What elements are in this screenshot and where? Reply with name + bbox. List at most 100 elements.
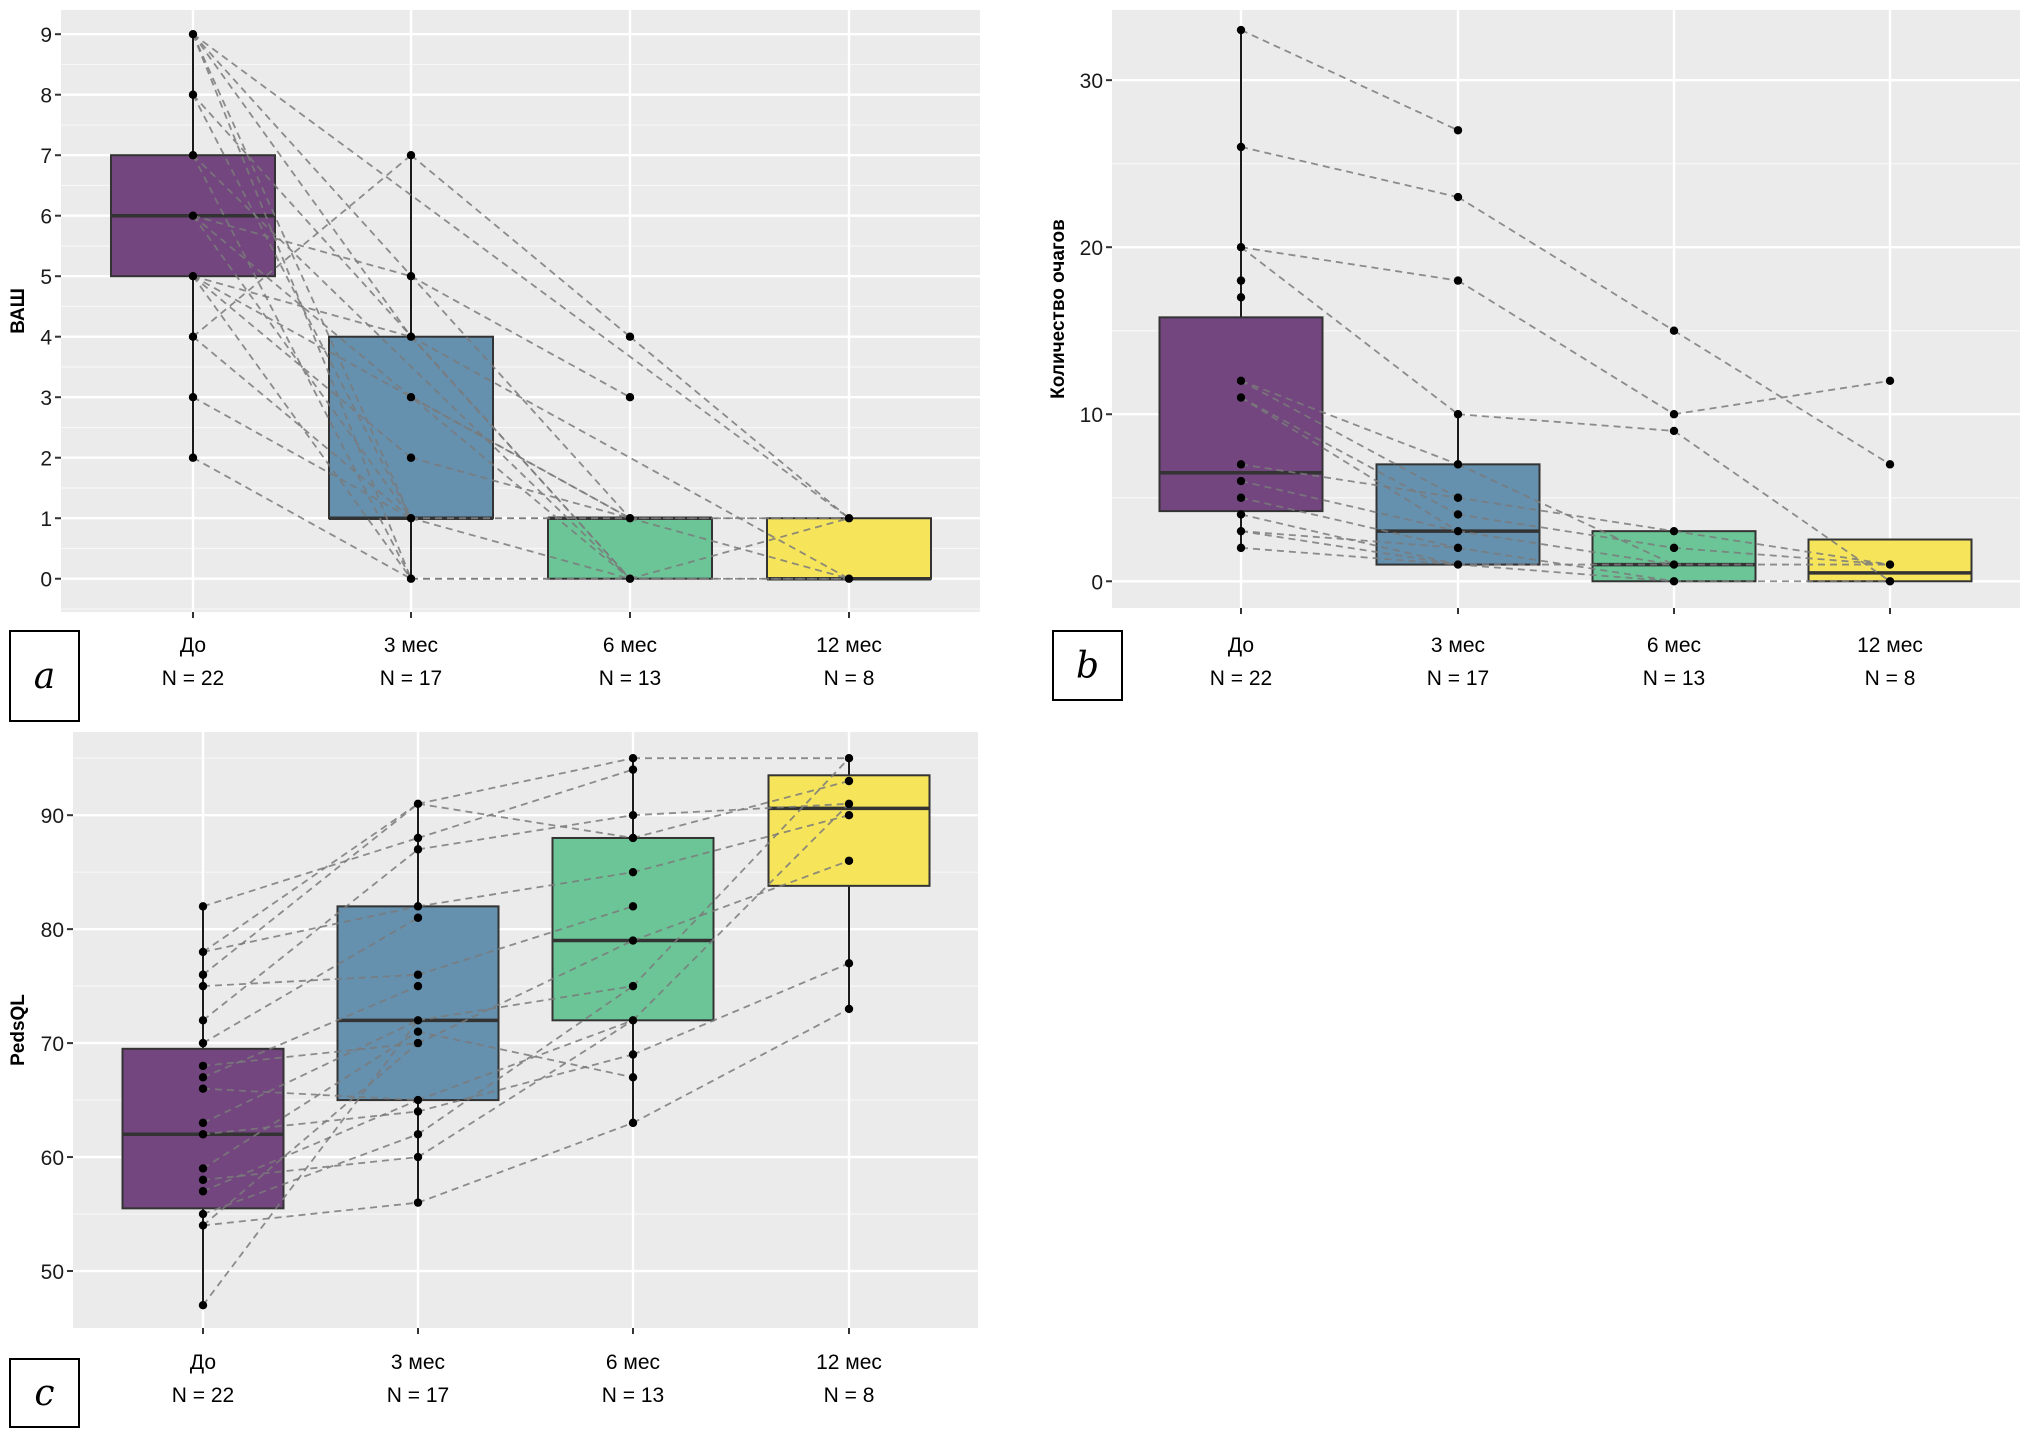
panel-b-data-point <box>1236 493 1246 502</box>
panel-b-trajectory-line <box>1240 246 1459 415</box>
panel-a-y-tick-label: 5 <box>40 266 52 289</box>
panel-c-trajectory-line <box>632 757 850 987</box>
panel-a-data-point <box>406 332 416 341</box>
panel-c-data-point <box>844 776 854 786</box>
panel-b-trajectory-line <box>1673 379 1891 416</box>
panel-a-trajectory-line <box>192 154 412 580</box>
panel-a-data-point <box>406 453 416 462</box>
panel-b-data-point <box>1236 510 1246 519</box>
panel-b-data-point <box>1236 460 1246 469</box>
panel-c-trajectory-line <box>417 985 634 1022</box>
panel-c-box-2 <box>551 836 715 1022</box>
panel-c-trajectory-line <box>417 1030 634 1079</box>
panel-c-data-point <box>844 959 854 968</box>
panel-c-data-point <box>198 1038 208 1048</box>
panel-b-data-point <box>1453 560 1463 569</box>
panel-b-data-point <box>1236 293 1246 302</box>
panel-c-y-axis-title: PedsQL <box>8 994 29 1066</box>
panel-b-data-point <box>1236 476 1246 486</box>
panel-a-plot-background <box>61 10 980 612</box>
panel-a-trajectory-line <box>192 396 412 520</box>
panel-b-plot-background <box>1112 10 2020 608</box>
panel-a-x-n-label: N = 17 <box>380 667 442 690</box>
panel-c-data-point <box>628 1073 638 1082</box>
panel-a-data-point <box>188 272 198 281</box>
panel-b-data-point <box>1453 460 1463 469</box>
panel-a-data-point <box>625 332 635 341</box>
panel-a-y-axis-title: ВАШ <box>8 288 29 334</box>
panel-b-trajectory-line <box>1240 246 1459 282</box>
panel-b-data-point <box>1669 577 1679 586</box>
panel-c-trajectory-line <box>202 1201 419 1227</box>
panel-a-data-point <box>188 151 198 160</box>
panel-b-letter: b <box>1076 646 1099 687</box>
panel-c-data-point <box>413 1016 423 1025</box>
panel-b-data-point <box>1453 493 1463 502</box>
panel-b-data-point <box>1236 142 1246 152</box>
panel-a-trajectory-line <box>192 33 412 519</box>
panel-c-trajectory-line <box>417 1019 634 1158</box>
panel-a-letter: a <box>34 656 55 697</box>
panel-c-trajectory-line <box>202 848 419 1022</box>
panel-c-data-point <box>844 754 854 763</box>
panel-c-trajectory-line <box>202 916 419 1044</box>
panel-b-data-point <box>1885 560 1895 569</box>
panel-b-trajectory-line <box>1240 530 1459 566</box>
panel-b-trajectory-line <box>1240 396 1459 532</box>
panel-c-data-point <box>198 947 208 957</box>
panel-b-y-axis-title: Количество очагов <box>1048 219 1069 399</box>
panel-a-data-point <box>406 574 416 583</box>
panel-c-trajectory-line <box>417 1053 634 1113</box>
panel-c-trajectory-line <box>417 768 634 839</box>
panel-b-trajectory-line <box>1457 563 1675 583</box>
panel-c-data-point <box>198 1221 208 1230</box>
panel-b-trajectory-line <box>1240 29 1459 132</box>
panel-c-data-point <box>413 970 423 979</box>
panel-a-data-point <box>844 574 854 583</box>
panel-a-data-point <box>188 90 198 99</box>
panel-b-data-point <box>1236 543 1246 553</box>
panel-b-trajectory-line <box>1240 530 1459 549</box>
panel-a-letter-box <box>9 630 80 722</box>
panel-b-data-point <box>1885 577 1895 586</box>
panel-a-data-point <box>625 514 635 523</box>
panel-b-x-category-label: 12 мес <box>1857 634 1923 657</box>
panel-c-data-point <box>628 754 638 763</box>
panel-b-data-point <box>1669 526 1679 536</box>
panel-a-y-tick-label: 6 <box>40 206 52 229</box>
panel-b-x-category-label: 3 мес <box>1431 634 1485 657</box>
panel-b-data-point <box>1453 410 1463 419</box>
panel-b-x-category-label: До <box>1228 634 1254 657</box>
panel-a-data-point <box>188 332 198 341</box>
panel-c-pedsql-boxplot: 50 60 70 80 90 До N = 22 3 мес N = 17 6 мес N = 13… <box>8 732 978 1428</box>
panel-c-trajectory-line <box>202 1042 419 1227</box>
panel-a-data-point <box>188 211 198 220</box>
panel-b-trajectory-line <box>1240 463 1459 499</box>
panel-c-data-point <box>413 1130 423 1139</box>
panel-c-data-point <box>198 1073 208 1082</box>
panel-b-y-tick-label: 20 <box>1080 237 1103 260</box>
panel-b-data-point <box>1236 242 1246 252</box>
panel-a-y-tick-label: 0 <box>40 569 52 592</box>
panel-c-data-point <box>413 1027 423 1036</box>
panel-c-trajectory-line <box>202 1019 419 1124</box>
panel-c-trajectory-line <box>202 803 419 976</box>
panel-c-trajectory-line <box>417 871 634 908</box>
panel-c-data-point <box>413 981 423 991</box>
panel-a-y-tick-label: 9 <box>40 24 52 47</box>
panel-c-box-1 <box>336 905 500 1102</box>
panel-c-data-point <box>628 902 638 911</box>
panel-b-data-point <box>1885 460 1895 469</box>
panel-c-trajectory-line <box>202 985 419 1079</box>
panel-b-y-tick-label: 0 <box>1091 571 1103 594</box>
panel-a-x-category-label: До <box>180 634 206 657</box>
panel-b-trajectory-line <box>1457 196 1675 332</box>
panel-b-data-point <box>1885 376 1895 386</box>
panel-b-data-point <box>1453 276 1463 285</box>
panel-c-data-point <box>413 845 423 854</box>
panel-c-data-point <box>198 1164 208 1173</box>
panel-b-x-n-label: N = 8 <box>1865 667 1916 690</box>
panel-c-data-point <box>413 1107 423 1116</box>
panel-a-trajectory-line <box>192 275 412 338</box>
panel-b-y-tick-label: 10 <box>1080 404 1103 427</box>
